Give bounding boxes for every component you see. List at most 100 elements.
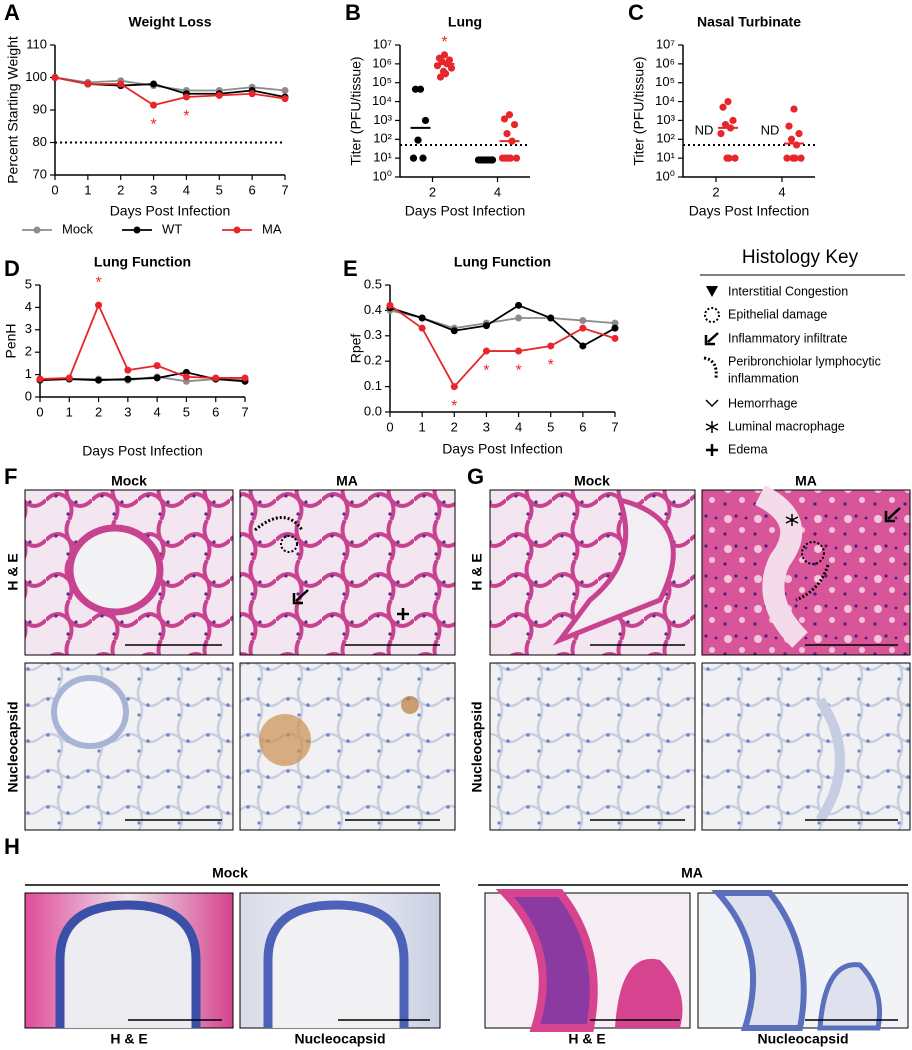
tissue <box>817 962 883 1031</box>
y-tick-label: 0.0 <box>364 403 382 418</box>
point <box>579 324 587 332</box>
key-icon <box>706 286 718 297</box>
point <box>611 319 619 327</box>
x-axis-label: Days Post Infection <box>689 203 810 219</box>
point <box>421 116 430 125</box>
x-tick-label: 4 <box>154 404 161 419</box>
significance-mark: * <box>451 398 457 415</box>
image-label: H & E <box>110 1031 147 1047</box>
key-icon <box>703 356 718 379</box>
panel-letter: C <box>628 0 644 25</box>
point <box>791 154 799 162</box>
series-line <box>39 302 245 380</box>
point <box>95 301 103 309</box>
micrograph <box>489 662 696 831</box>
y-tick-label: 10⁰ <box>372 168 392 183</box>
legend-label: WT <box>162 221 182 236</box>
point <box>787 135 796 143</box>
chart-title: Lung Function <box>94 254 191 270</box>
point <box>248 90 256 98</box>
chart-title: Nasal Turbinate <box>697 14 801 30</box>
point <box>450 327 458 335</box>
panel-letter: E <box>343 256 358 281</box>
x-tick-label: 0 <box>36 404 43 419</box>
x-tick-label: 2 <box>117 182 124 197</box>
legend-marker <box>33 226 41 234</box>
annotation: ND <box>761 122 780 137</box>
x-tick-label: 7 <box>611 419 618 434</box>
y-tick-label: 0.2 <box>364 353 382 368</box>
point <box>729 116 737 125</box>
annotation-mark <box>801 541 825 565</box>
x-tick-label: 3 <box>150 182 157 197</box>
y-tick-label: 1 <box>25 366 32 381</box>
point <box>386 301 394 309</box>
point <box>731 154 739 162</box>
point <box>506 154 515 162</box>
point <box>182 93 190 101</box>
column-label: Mock <box>574 473 610 489</box>
point <box>505 111 514 119</box>
annotation: * <box>441 34 447 51</box>
x-tick-label: 4 <box>183 182 190 197</box>
y-tick-label: 10⁷ <box>656 36 675 51</box>
annotation: ND <box>695 122 714 137</box>
point <box>792 141 801 149</box>
y-tick-label: 10⁶ <box>655 55 675 70</box>
y-tick-label: 100 <box>25 69 47 84</box>
point <box>150 80 158 88</box>
row-label: H & E <box>469 553 485 590</box>
key-label: inflammation <box>728 371 799 385</box>
x-tick-label: 1 <box>66 404 73 419</box>
panel-letter: H <box>4 834 20 859</box>
y-tick-label: 10⁴ <box>372 93 392 108</box>
tissue <box>55 900 201 1028</box>
panel-letter: G <box>467 464 484 489</box>
y-tick-label: 2 <box>25 344 32 359</box>
point <box>414 136 422 144</box>
y-tick-label: 10² <box>656 131 675 146</box>
key-icon <box>704 307 720 323</box>
point <box>153 374 161 382</box>
point <box>409 154 418 162</box>
y-tick-label: 0.4 <box>364 302 382 317</box>
point <box>547 314 555 322</box>
y-tick-label: 10⁷ <box>373 36 392 51</box>
point <box>503 130 511 138</box>
point <box>418 324 426 332</box>
scale-bars <box>590 644 898 821</box>
column-label: MA <box>795 473 817 489</box>
significance-mark: * <box>95 274 101 291</box>
point <box>797 154 805 162</box>
x-tick-label: 2 <box>95 404 102 419</box>
annotation-mark <box>254 516 304 532</box>
group-label: MA <box>681 865 703 881</box>
point <box>611 334 619 342</box>
x-tick-label: 1 <box>84 182 91 197</box>
point <box>719 103 727 111</box>
annotation-mark <box>280 535 298 553</box>
scale-bars <box>125 644 440 821</box>
legend-marker <box>233 226 241 234</box>
y-tick-label: 110 <box>26 36 47 51</box>
y-axis-label: Percent Starting Weight <box>5 36 21 184</box>
y-tick-label: 10¹ <box>373 150 392 165</box>
y-axis-label: Titer (PFU/tissue) <box>348 56 364 165</box>
point <box>450 383 458 391</box>
group-label: Mock <box>212 865 248 881</box>
point <box>482 322 490 330</box>
image-label: Nucleocapsid <box>294 1031 385 1047</box>
point <box>579 317 587 325</box>
y-tick-label: 10⁴ <box>655 93 675 108</box>
x-tick-label: 2 <box>429 184 436 199</box>
point <box>36 375 44 383</box>
stain <box>259 714 311 766</box>
panel-letter: F <box>4 464 17 489</box>
point <box>725 154 733 162</box>
y-tick-label: 0 <box>25 388 32 403</box>
key-label: Inflammatory infiltrate <box>728 331 848 345</box>
tissue <box>711 890 807 1031</box>
legend-label: MA <box>262 221 282 236</box>
key-icon <box>706 444 718 456</box>
series-line <box>389 304 616 389</box>
